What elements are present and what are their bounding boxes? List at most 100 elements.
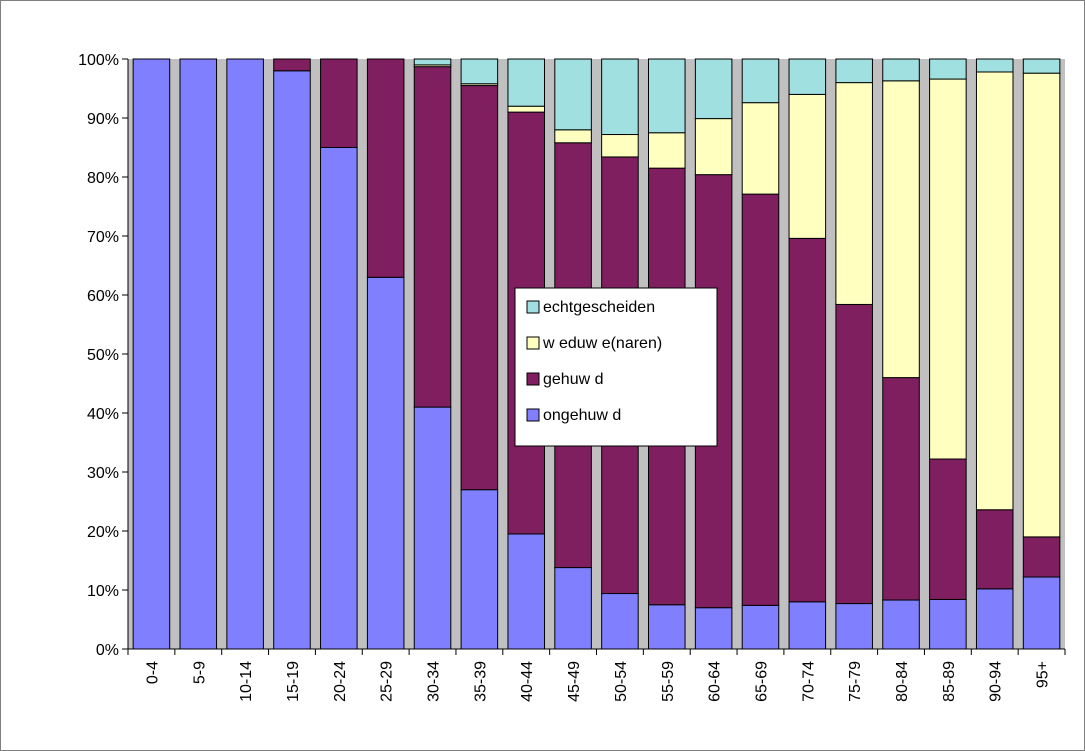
y-tick-label: 10% <box>87 583 119 600</box>
bar-segment <box>694 607 733 650</box>
x-tick-label: 65-69 <box>753 661 770 702</box>
x-tick-label: 20-24 <box>332 661 349 702</box>
bar-segment <box>460 85 499 491</box>
x-tick-label: 80-84 <box>894 661 911 702</box>
bar-segment <box>273 58 311 72</box>
x-tick-label: 30-34 <box>426 661 443 702</box>
legend-label: ongehuw d <box>543 407 621 424</box>
bar-segment <box>788 58 827 95</box>
bars <box>132 58 1061 650</box>
bar-segment <box>460 58 499 85</box>
bar-segment <box>1022 536 1061 578</box>
bar-segment <box>975 509 1014 590</box>
y-tick-label: 0% <box>96 642 119 659</box>
bar-segment <box>554 58 592 131</box>
y-tick-label: 90% <box>87 111 119 128</box>
bar-segment <box>1022 72 1061 538</box>
bar-segment <box>648 132 686 169</box>
x-tick-label: 40-44 <box>519 661 536 702</box>
bar-segment <box>835 58 873 84</box>
bar-segment <box>741 102 780 195</box>
bar-segment <box>929 458 967 600</box>
bar-segment <box>835 603 873 650</box>
bar-segment <box>929 78 967 460</box>
x-tick-label: 15-19 <box>285 661 302 702</box>
bar-segment <box>179 58 218 650</box>
bar-segment <box>975 588 1014 650</box>
x-tick-label: 50-54 <box>613 661 630 702</box>
bar-segment <box>507 105 545 113</box>
bar-segment <box>741 604 780 650</box>
x-tick-label: 70-74 <box>800 661 817 702</box>
bar-segment <box>882 80 920 379</box>
y-tick-label: 80% <box>87 170 119 187</box>
bar-segment <box>835 303 873 605</box>
bar-segment <box>882 58 920 82</box>
x-tick-label: 45-49 <box>566 661 583 702</box>
bar-segment <box>788 601 827 650</box>
bar-segment <box>882 377 920 601</box>
x-tick-label: 95+ <box>1035 661 1052 688</box>
y-axis: 0% 10% 20% 30% 40% 50% 60% 70% 80% 90% 100% <box>78 52 129 659</box>
bar-segment <box>460 489 499 650</box>
y-tick-label: 20% <box>87 524 119 541</box>
bar-segment <box>975 58 1014 73</box>
bar-segment <box>1022 576 1061 650</box>
bar-segment <box>601 593 639 650</box>
x-tick-label: 90-94 <box>988 661 1005 702</box>
y-tick-label: 100% <box>78 52 119 69</box>
bar-segment <box>694 58 733 120</box>
bar-segment <box>929 58 967 80</box>
x-tick-label: 75-79 <box>847 661 864 702</box>
bar-segment <box>366 58 405 278</box>
bar-segment <box>694 118 733 176</box>
x-tick-label: 25-29 <box>379 661 396 702</box>
bar-segment <box>413 66 452 408</box>
x-tick-label: 55-59 <box>660 661 677 702</box>
y-tick-label: 70% <box>87 229 119 246</box>
bar-segment <box>648 604 686 650</box>
bar-segment <box>929 598 967 650</box>
bar-segment <box>226 58 264 650</box>
bar-segment <box>601 58 639 136</box>
bar-segment <box>835 82 873 305</box>
bar-segment <box>507 58 545 107</box>
x-tick-label: 10-14 <box>238 661 255 702</box>
x-axis: 0-4 5-9 10-14 15-19 20-24 25-29 30-34 35-39 40-4… <box>127 648 1066 702</box>
bar-segment <box>507 533 545 650</box>
legend: echtgescheiden w eduw e(naren) gehuw d onge… <box>514 287 718 447</box>
legend-swatch <box>526 300 540 314</box>
bar-segment <box>320 147 358 650</box>
y-tick-label: 30% <box>87 465 119 482</box>
bar-segment <box>741 58 780 104</box>
bar-segment <box>788 237 827 603</box>
legend-label: gehuw d <box>543 371 604 388</box>
bar-segment <box>788 93 827 239</box>
bar-segment <box>554 567 592 650</box>
bar-segment <box>320 58 358 148</box>
x-tick-label: 60-64 <box>707 661 724 702</box>
bar-segment <box>648 58 686 134</box>
bar-segment <box>882 599 920 650</box>
x-tick-label: 0-4 <box>144 661 161 684</box>
legend-swatch <box>526 372 540 386</box>
legend-label: w eduw e(naren) <box>542 335 662 352</box>
bar-segment <box>132 58 171 650</box>
bar-segment <box>413 58 452 66</box>
bar-segment <box>366 276 405 650</box>
bar-segment <box>273 70 311 650</box>
bar-segment <box>1022 58 1061 74</box>
legend-swatch <box>526 408 540 422</box>
bar-segment <box>413 406 452 650</box>
legend-box <box>514 287 718 447</box>
bar-segment <box>975 71 1014 511</box>
x-tick-label: 85-89 <box>941 661 958 702</box>
x-tick-label: 5-9 <box>191 661 208 684</box>
y-tick-label: 50% <box>87 347 119 364</box>
x-tick-label: 35-39 <box>472 661 489 702</box>
bar-segment <box>554 129 592 144</box>
legend-label: echtgescheiden <box>543 299 655 316</box>
bar-segment <box>741 193 780 606</box>
y-tick-label: 60% <box>87 288 119 305</box>
